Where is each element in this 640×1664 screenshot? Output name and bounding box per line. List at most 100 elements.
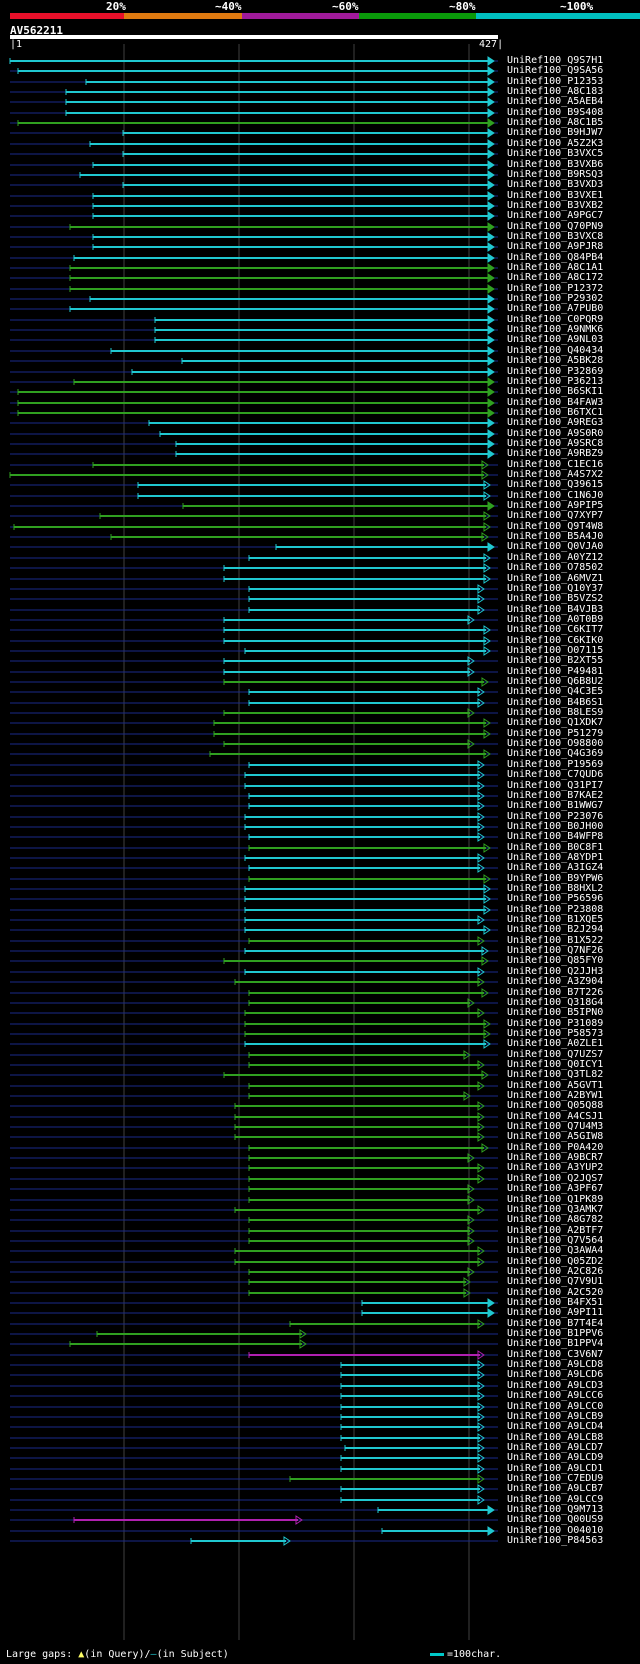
hit-row[interactable] xyxy=(10,894,498,904)
hit-row[interactable] xyxy=(10,66,498,76)
hit-label[interactable]: UniRef100_A9RBZ9 xyxy=(507,448,604,459)
hit-label[interactable]: UniRef100_O04010 xyxy=(507,1525,604,1536)
hit-label[interactable]: UniRef100_A9LCD3 xyxy=(507,1380,604,1391)
hit-label[interactable]: UniRef100_A5BK28 xyxy=(507,355,604,366)
hit-row[interactable] xyxy=(10,1195,498,1205)
hit-label[interactable]: UniRef100_P49481 xyxy=(507,666,604,677)
hit-row[interactable] xyxy=(10,480,498,490)
hit-row[interactable] xyxy=(10,325,498,335)
hit-row[interactable] xyxy=(10,801,498,811)
hit-label[interactable]: UniRef100_P19569 xyxy=(507,759,604,770)
hit-label[interactable]: UniRef100_A3IGZ4 xyxy=(507,862,604,873)
hit-row[interactable] xyxy=(10,1101,498,1111)
hit-label[interactable]: UniRef100_A0ZLE1 xyxy=(507,1038,604,1049)
hit-label[interactable]: UniRef100_Q7U4M3 xyxy=(507,1121,604,1132)
hit-row[interactable] xyxy=(10,1370,498,1380)
hit-label[interactable]: UniRef100_B6SKI1 xyxy=(507,386,604,397)
hit-label[interactable]: UniRef100_A8G782 xyxy=(507,1214,604,1225)
hit-row[interactable] xyxy=(10,222,498,232)
hit-label[interactable]: UniRef100_A9LCB9 xyxy=(507,1411,604,1422)
hit-row[interactable] xyxy=(10,1495,498,1505)
hit-label[interactable]: UniRef100_P32869 xyxy=(507,366,604,377)
hit-row[interactable] xyxy=(10,1184,498,1194)
hit-row[interactable] xyxy=(10,139,498,149)
hit-label[interactable]: UniRef100_Q2JJH3 xyxy=(507,966,604,977)
hit-label[interactable]: UniRef100_A8C183 xyxy=(507,86,604,97)
hit-row[interactable] xyxy=(10,646,498,656)
hit-label[interactable]: UniRef100_B6TXC1 xyxy=(507,407,604,418)
hit-row[interactable] xyxy=(10,998,498,1008)
hit-row[interactable] xyxy=(10,460,498,470)
hit-label[interactable]: UniRef100_Q7V9U1 xyxy=(507,1276,604,1287)
hit-row[interactable] xyxy=(10,708,498,718)
hit-label[interactable]: UniRef100_A3Z904 xyxy=(507,976,604,987)
hit-row[interactable] xyxy=(10,1174,498,1184)
hit-row[interactable] xyxy=(10,491,498,501)
hit-label[interactable]: UniRef100_C7EDU9 xyxy=(507,1473,604,1484)
hit-row[interactable] xyxy=(10,253,498,263)
hit-label[interactable]: UniRef100_Q318G4 xyxy=(507,997,604,1008)
hit-label[interactable]: UniRef100_A9LCD6 xyxy=(507,1369,604,1380)
hit-label[interactable]: UniRef100_B7KAE2 xyxy=(507,790,604,801)
hit-label[interactable]: UniRef100_A2C826 xyxy=(507,1266,604,1277)
hit-label[interactable]: UniRef100_B3VXB6 xyxy=(507,159,604,170)
hit-label[interactable]: UniRef100_Q3AWA4 xyxy=(507,1245,604,1256)
hit-label[interactable]: UniRef100_P58573 xyxy=(507,1028,604,1039)
hit-label[interactable]: UniRef100_A9LCC9 xyxy=(507,1494,604,1505)
hit-label[interactable]: UniRef100_Q1XDK7 xyxy=(507,717,604,728)
hit-row[interactable] xyxy=(10,128,498,138)
hit-label[interactable]: UniRef100_A9PIP5 xyxy=(507,500,604,511)
hit-row[interactable] xyxy=(10,511,498,521)
hit-label[interactable]: UniRef100_B5IPN0 xyxy=(507,1007,604,1018)
hit-label[interactable]: UniRef100_A8C172 xyxy=(507,272,604,283)
hit-label[interactable]: UniRef100_A9REG3 xyxy=(507,417,604,428)
hit-row[interactable] xyxy=(10,553,498,563)
hit-row[interactable] xyxy=(10,242,498,252)
hit-row[interactable] xyxy=(10,1536,498,1546)
hit-label[interactable]: UniRef100_B4FX51 xyxy=(507,1297,604,1308)
hit-row[interactable] xyxy=(10,832,498,842)
hit-label[interactable]: UniRef100_O78502 xyxy=(507,562,604,573)
hit-row[interactable] xyxy=(10,1433,498,1443)
hit-label[interactable]: UniRef100_A2C520 xyxy=(507,1287,604,1298)
hit-row[interactable] xyxy=(10,449,498,459)
hit-label[interactable]: UniRef100_Q6B8U2 xyxy=(507,676,604,687)
hit-label[interactable]: UniRef100_B5VZS2 xyxy=(507,593,604,604)
hit-label[interactable]: UniRef100_A9LCD1 xyxy=(507,1463,604,1474)
hit-row[interactable] xyxy=(10,1091,498,1101)
hit-label[interactable]: UniRef100_Q3AMK7 xyxy=(507,1204,604,1215)
hit-row[interactable] xyxy=(10,1081,498,1091)
hit-label[interactable]: UniRef100_Q9T4W8 xyxy=(507,521,604,532)
hit-row[interactable] xyxy=(10,863,498,873)
hit-label[interactable]: UniRef100_B1PPV6 xyxy=(507,1328,604,1339)
hit-label[interactable]: UniRef100_A9LCD9 xyxy=(507,1452,604,1463)
hit-row[interactable] xyxy=(10,822,498,832)
hit-row[interactable] xyxy=(10,967,498,977)
hit-label[interactable]: UniRef100_B3VXC8 xyxy=(507,231,604,242)
hit-label[interactable]: UniRef100_A9LCB8 xyxy=(507,1432,604,1443)
hit-row[interactable] xyxy=(10,615,498,625)
hit-label[interactable]: UniRef100_P12372 xyxy=(507,283,604,294)
hit-row[interactable] xyxy=(9,470,498,480)
hit-row[interactable] xyxy=(10,812,498,822)
hit-row[interactable] xyxy=(10,284,498,294)
hit-label[interactable]: UniRef100_B9RSQ3 xyxy=(507,169,604,180)
hit-row[interactable] xyxy=(10,1484,498,1494)
hit-label[interactable]: UniRef100_A3YUP2 xyxy=(507,1162,604,1173)
hit-row[interactable] xyxy=(10,418,498,428)
hit-row[interactable] xyxy=(10,594,498,604)
hit-row[interactable] xyxy=(10,367,498,377)
hit-label[interactable]: UniRef100_A9BCR7 xyxy=(507,1152,604,1163)
hit-label[interactable]: UniRef100_Q1PK89 xyxy=(507,1194,604,1205)
hit-row[interactable] xyxy=(10,1205,498,1215)
hit-row[interactable] xyxy=(10,1453,498,1463)
hit-label[interactable]: UniRef100_P23808 xyxy=(507,904,604,915)
hit-row[interactable] xyxy=(10,180,498,190)
hit-label[interactable]: UniRef100_A3PF67 xyxy=(507,1183,604,1194)
hit-label[interactable]: UniRef100_Q4C3E5 xyxy=(507,686,604,697)
hit-row[interactable] xyxy=(10,149,498,159)
hit-row[interactable] xyxy=(10,925,498,935)
hit-label[interactable]: UniRef100_A0T0B9 xyxy=(507,614,604,625)
hit-row[interactable] xyxy=(10,408,498,418)
hit-row[interactable] xyxy=(10,1412,498,1422)
